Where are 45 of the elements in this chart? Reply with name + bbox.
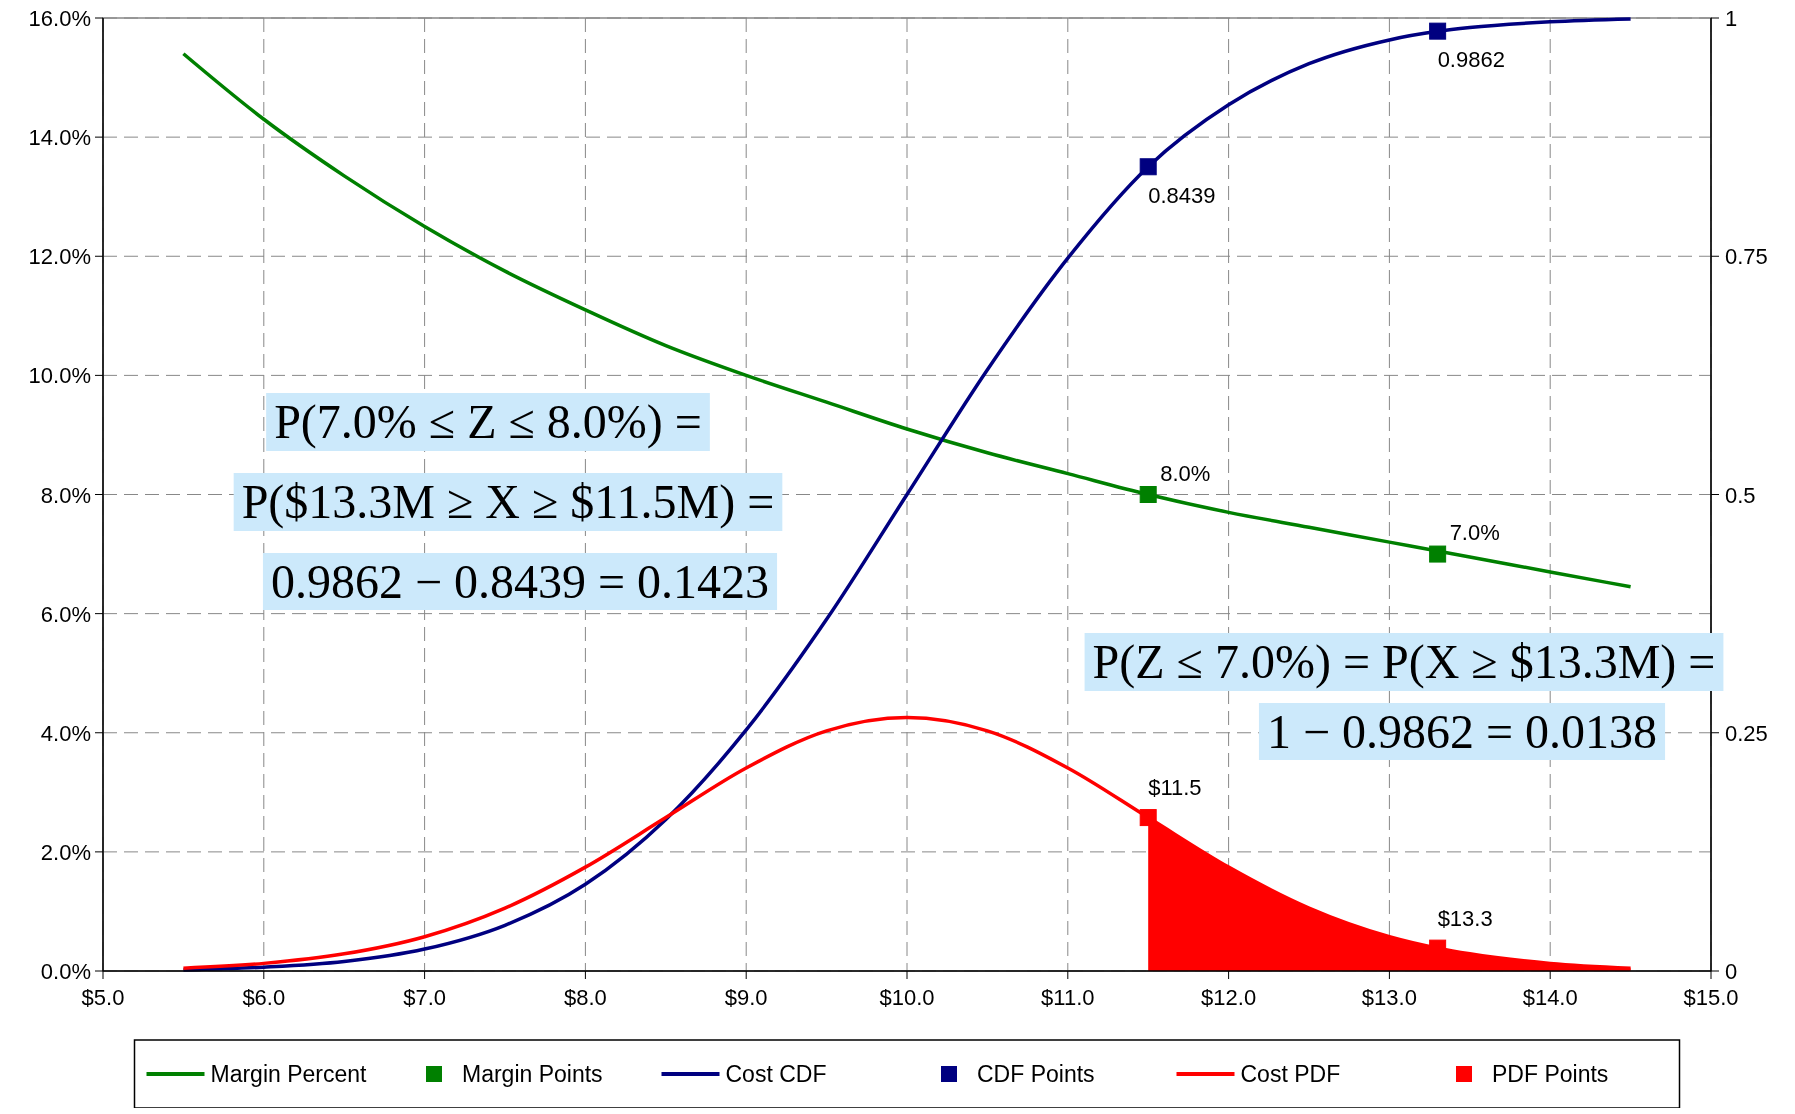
- legend-label: Cost CDF: [725, 1061, 827, 1087]
- x-tick-label: $12.0: [1201, 985, 1257, 1010]
- legend-label: Cost PDF: [1240, 1061, 1341, 1087]
- legend-label: PDF Points: [1492, 1061, 1609, 1087]
- legend-label: CDF Points: [977, 1061, 1095, 1087]
- annotation: 1 − 0.9862 = 0.0138: [1266, 705, 1658, 758]
- annotation: $13.3: [1437, 906, 1493, 932]
- x-tick-label: $10.0: [879, 985, 935, 1010]
- y-tick-label: 16.0%: [28, 6, 91, 31]
- annotation: P($13.3M ≥ X ≥ $11.5M) =: [241, 475, 775, 529]
- y-tick-label: 4.0%: [40, 720, 91, 746]
- point: [1429, 22, 1447, 40]
- y-tick-label: 12.0%: [28, 244, 91, 270]
- x-tick-label: $7.0: [403, 985, 447, 1010]
- x-tick-label: $6.0: [242, 985, 286, 1010]
- data-label: 0.9862: [1437, 47, 1505, 73]
- data-label: 7.0%: [1449, 520, 1500, 546]
- legend-label: Margin Points: [462, 1061, 603, 1087]
- data-label: 0.8439: [1148, 182, 1216, 208]
- x-tick-label: $13.0: [1361, 985, 1417, 1010]
- y2-tick-label: 0.5: [1725, 482, 1756, 508]
- point: [1139, 158, 1157, 176]
- y2-tick-label: 1: [1725, 6, 1738, 31]
- x-tick-label: $5.0: [81, 985, 125, 1010]
- annotation: P(7.0% ≤ Z ≤ 8.0%) =: [274, 395, 702, 449]
- y-tick-label: 10.0%: [28, 363, 91, 389]
- x-tick-label: $11.0: [1041, 985, 1095, 1010]
- y2-tick-label: 0.75: [1725, 244, 1768, 270]
- y2-tick-label: 0.25: [1725, 720, 1768, 746]
- point: [1139, 809, 1157, 827]
- data-label: 8.0%: [1160, 460, 1211, 486]
- x-tick-label: $8.0: [563, 985, 607, 1010]
- y-tick-label: 8.0%: [40, 482, 91, 508]
- x-tick-label: $9.0: [724, 985, 768, 1010]
- annotation: $11.5: [1148, 775, 1202, 801]
- y2-tick-label: 0: [1725, 959, 1738, 984]
- x-tick-label: $15.0: [1683, 985, 1739, 1010]
- y-tick-label: 0.0%: [40, 959, 91, 984]
- y-tick-label: 6.0%: [40, 601, 91, 627]
- y-tick-label: 2.0%: [40, 839, 91, 865]
- annotation: P(Z ≤ 7.0%) = P(X ≥ $13.3M) =: [1092, 635, 1716, 689]
- y-tick-label: 14.0%: [28, 125, 91, 151]
- legend-label: Margin Percent: [210, 1061, 368, 1087]
- annotation: 0.9862 − 0.8439 = 0.1423: [270, 555, 770, 608]
- x-tick-label: $14.0: [1522, 985, 1578, 1010]
